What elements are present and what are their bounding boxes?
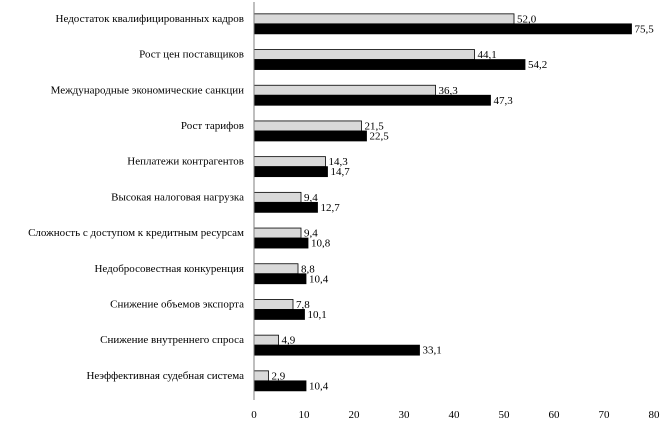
- category-label: Неэффективная судебная система: [86, 370, 244, 382]
- category-label: Недостаток квалифицированных кадров: [56, 13, 244, 25]
- data-label: 75,5: [635, 23, 655, 35]
- x-axis: 0 10 20 30 40 50 60 70 80: [251, 2, 660, 421]
- x-tick-label: 70: [599, 409, 611, 421]
- bar-series-1: [253, 156, 326, 168]
- bar-series-2: [253, 23, 632, 35]
- data-label: 47,3: [494, 95, 514, 107]
- data-label: 10,4: [309, 273, 329, 285]
- bars: [253, 13, 632, 392]
- category-label: Неплатежи контрагентов: [127, 156, 244, 168]
- data-label: 7,8: [296, 299, 310, 311]
- category-label: Снижение внутреннего спроса: [100, 334, 244, 346]
- category-label: Сложность с доступом к кредитным ресурса…: [28, 227, 244, 239]
- data-label: 54,2: [528, 59, 547, 71]
- data-label: 14,3: [329, 156, 349, 168]
- bar-series-2: [253, 94, 491, 106]
- data-label: 33,1: [423, 345, 442, 357]
- data-labels: 52,0 75,5 44,1 54,2 36,3 47,3 21,522,5 14,314,7…: [272, 13, 655, 392]
- data-label: 2,9: [272, 370, 286, 382]
- bar-series-2: [253, 344, 420, 356]
- data-label: 14,7: [331, 166, 351, 178]
- x-tick-label: 60: [549, 409, 561, 421]
- x-tick-label: 80: [649, 409, 661, 421]
- bar-series-1: [253, 263, 299, 275]
- bar-series-2: [253, 130, 367, 142]
- bar-series-1: [253, 370, 269, 382]
- data-label: 21,5: [365, 120, 385, 132]
- bar-series-2: [253, 166, 328, 178]
- data-label: 8,8: [301, 263, 315, 275]
- data-label: 9,4: [304, 228, 318, 240]
- bar-series-1: [253, 84, 436, 96]
- bar-series-1: [253, 13, 515, 25]
- category-label: Высокая налоговая нагрузка: [111, 191, 244, 203]
- category-label: Международные экономические санкции: [51, 84, 245, 96]
- category-labels: Недостаток квалифицированных кадров Рост …: [28, 13, 244, 382]
- bar-series-1: [253, 227, 302, 239]
- bar-series-1: [253, 334, 279, 346]
- bar-series-1: [253, 191, 302, 203]
- data-label: 10,4: [309, 380, 329, 392]
- category-label: Рост тарифов: [181, 120, 244, 132]
- category-label: Снижение объемов экспорта: [110, 298, 244, 310]
- bar-series-1: [253, 120, 362, 132]
- data-label: 4,9: [282, 335, 296, 347]
- data-label: 10,1: [308, 309, 327, 321]
- data-label: 44,1: [478, 49, 497, 61]
- bar-series-1: [253, 49, 475, 60]
- data-label: 12,7: [321, 202, 341, 214]
- category-label: Недобросовестная конкуренция: [94, 263, 244, 275]
- category-label: Рост цен поставщиков: [139, 49, 244, 61]
- bar-series-2: [253, 273, 307, 285]
- x-tick-label: 30: [399, 409, 411, 421]
- x-tick-label: 20: [349, 409, 361, 421]
- x-tick-label: 0: [251, 409, 257, 421]
- data-label: 22,5: [370, 130, 390, 142]
- data-label: 9,4: [304, 192, 318, 204]
- x-tick-label: 50: [499, 409, 511, 421]
- bar-series-1: [253, 299, 294, 310]
- data-label: 36,3: [439, 85, 459, 97]
- x-tick-label: 40: [449, 409, 461, 421]
- data-label: 10,8: [311, 238, 331, 250]
- data-label: 52,0: [517, 13, 537, 25]
- x-tick-label: 10: [299, 409, 311, 421]
- bar-series-2: [253, 237, 309, 249]
